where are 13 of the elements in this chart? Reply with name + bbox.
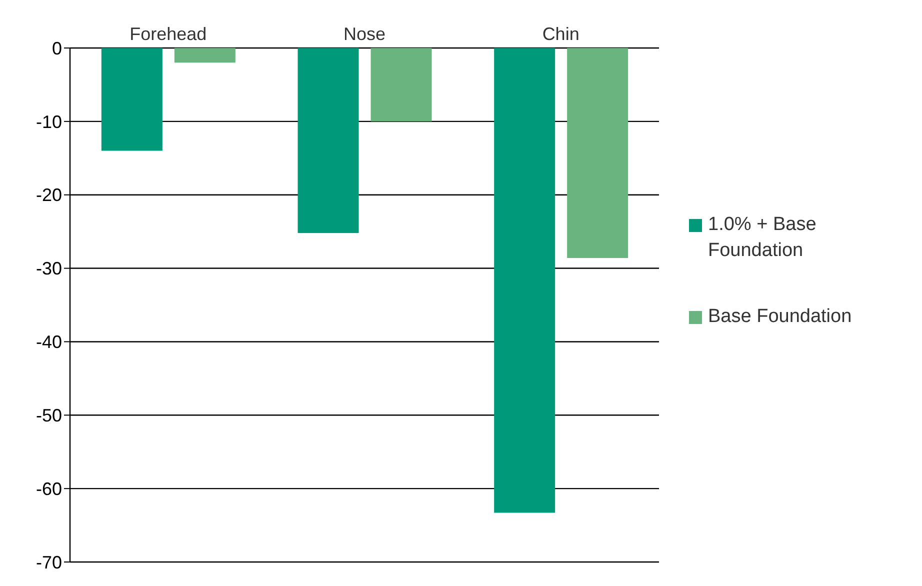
- x-tick-label: Chin: [542, 24, 580, 44]
- x-tick-label: Nose: [343, 24, 386, 44]
- y-tick-label: -40: [36, 332, 62, 352]
- legend-label: Base Foundation: [708, 305, 852, 329]
- y-tick-label: -60: [36, 478, 62, 499]
- y-tick-label: -50: [36, 406, 62, 426]
- x-tick-label: Forehead: [130, 24, 207, 44]
- y-tick-label: -70: [36, 552, 62, 572]
- y-tick-label: 0: [52, 38, 62, 58]
- y-tick-label: -10: [36, 112, 62, 132]
- y-tick-label: -30: [36, 258, 62, 279]
- y-tick-label: -20: [36, 185, 62, 206]
- legend-label: 1.0% + Base Foundation: [708, 213, 818, 263]
